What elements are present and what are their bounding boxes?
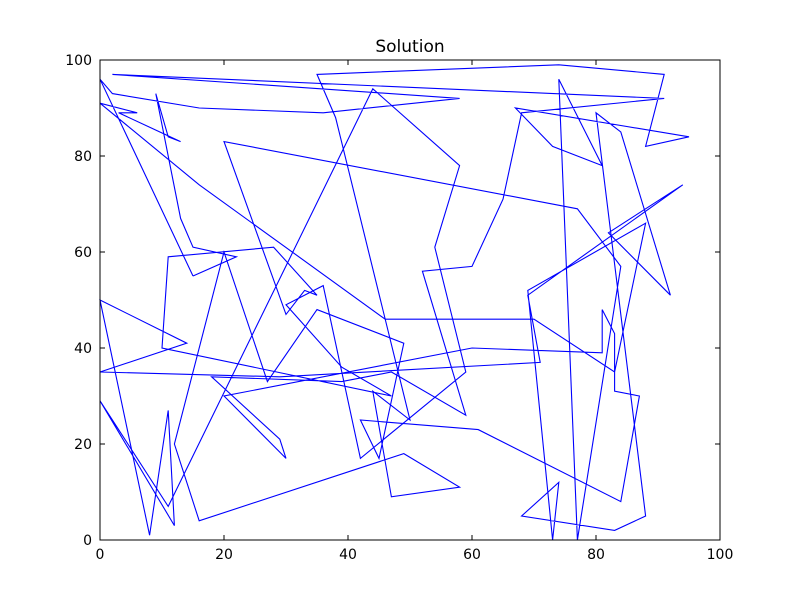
y-tick-label: 40 (74, 341, 92, 357)
y-tick-label: 20 (74, 437, 92, 453)
y-tick-label: 80 (74, 149, 92, 165)
plot-area (99, 64, 690, 541)
x-tick-label: 80 (587, 547, 605, 563)
x-tick-label: 0 (96, 547, 105, 563)
y-tick-label: 60 (74, 245, 92, 261)
y-tick-label: 100 (65, 53, 92, 69)
chart-title: Solution (375, 37, 444, 57)
x-tick-label: 40 (339, 547, 357, 563)
x-axis: 0 20 40 60 80 100 (96, 60, 734, 563)
series-line-0 (99, 64, 690, 541)
plot-frame (99, 59, 721, 541)
x-tick-label: 60 (463, 547, 481, 563)
x-tick-label: 20 (215, 547, 233, 563)
y-axis: 0 20 40 60 80 100 (65, 53, 720, 549)
x-tick-label: 100 (707, 547, 734, 563)
y-tick-label: 0 (83, 533, 92, 549)
